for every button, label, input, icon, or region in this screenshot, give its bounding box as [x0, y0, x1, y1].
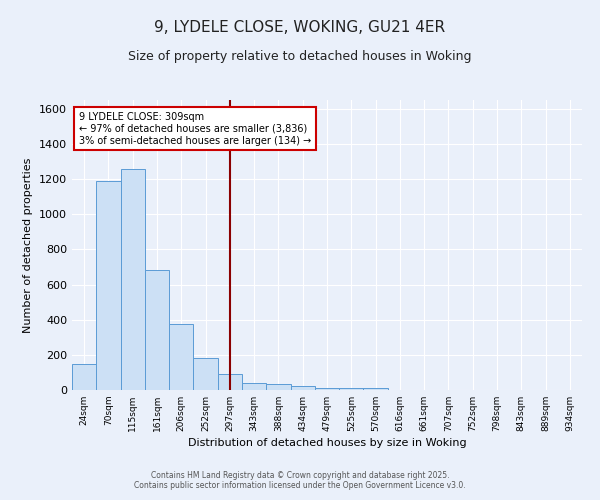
- Bar: [364, 388, 388, 390]
- Bar: [145, 270, 169, 390]
- Bar: [193, 358, 218, 390]
- Bar: [290, 386, 315, 390]
- Bar: [242, 384, 266, 390]
- X-axis label: Distribution of detached houses by size in Woking: Distribution of detached houses by size …: [188, 438, 466, 448]
- Text: 9, LYDELE CLOSE, WOKING, GU21 4ER: 9, LYDELE CLOSE, WOKING, GU21 4ER: [154, 20, 446, 35]
- Bar: [169, 324, 193, 390]
- Bar: [315, 388, 339, 390]
- Bar: [218, 374, 242, 390]
- Bar: [96, 181, 121, 390]
- Text: Size of property relative to detached houses in Woking: Size of property relative to detached ho…: [128, 50, 472, 63]
- Bar: [339, 388, 364, 390]
- Text: 9 LYDELE CLOSE: 309sqm
← 97% of detached houses are smaller (3,836)
3% of semi-d: 9 LYDELE CLOSE: 309sqm ← 97% of detached…: [79, 112, 311, 146]
- Text: Contains HM Land Registry data © Crown copyright and database right 2025.
Contai: Contains HM Land Registry data © Crown c…: [134, 470, 466, 490]
- Y-axis label: Number of detached properties: Number of detached properties: [23, 158, 34, 332]
- Bar: [72, 364, 96, 390]
- Bar: [266, 384, 290, 390]
- Bar: [121, 168, 145, 390]
